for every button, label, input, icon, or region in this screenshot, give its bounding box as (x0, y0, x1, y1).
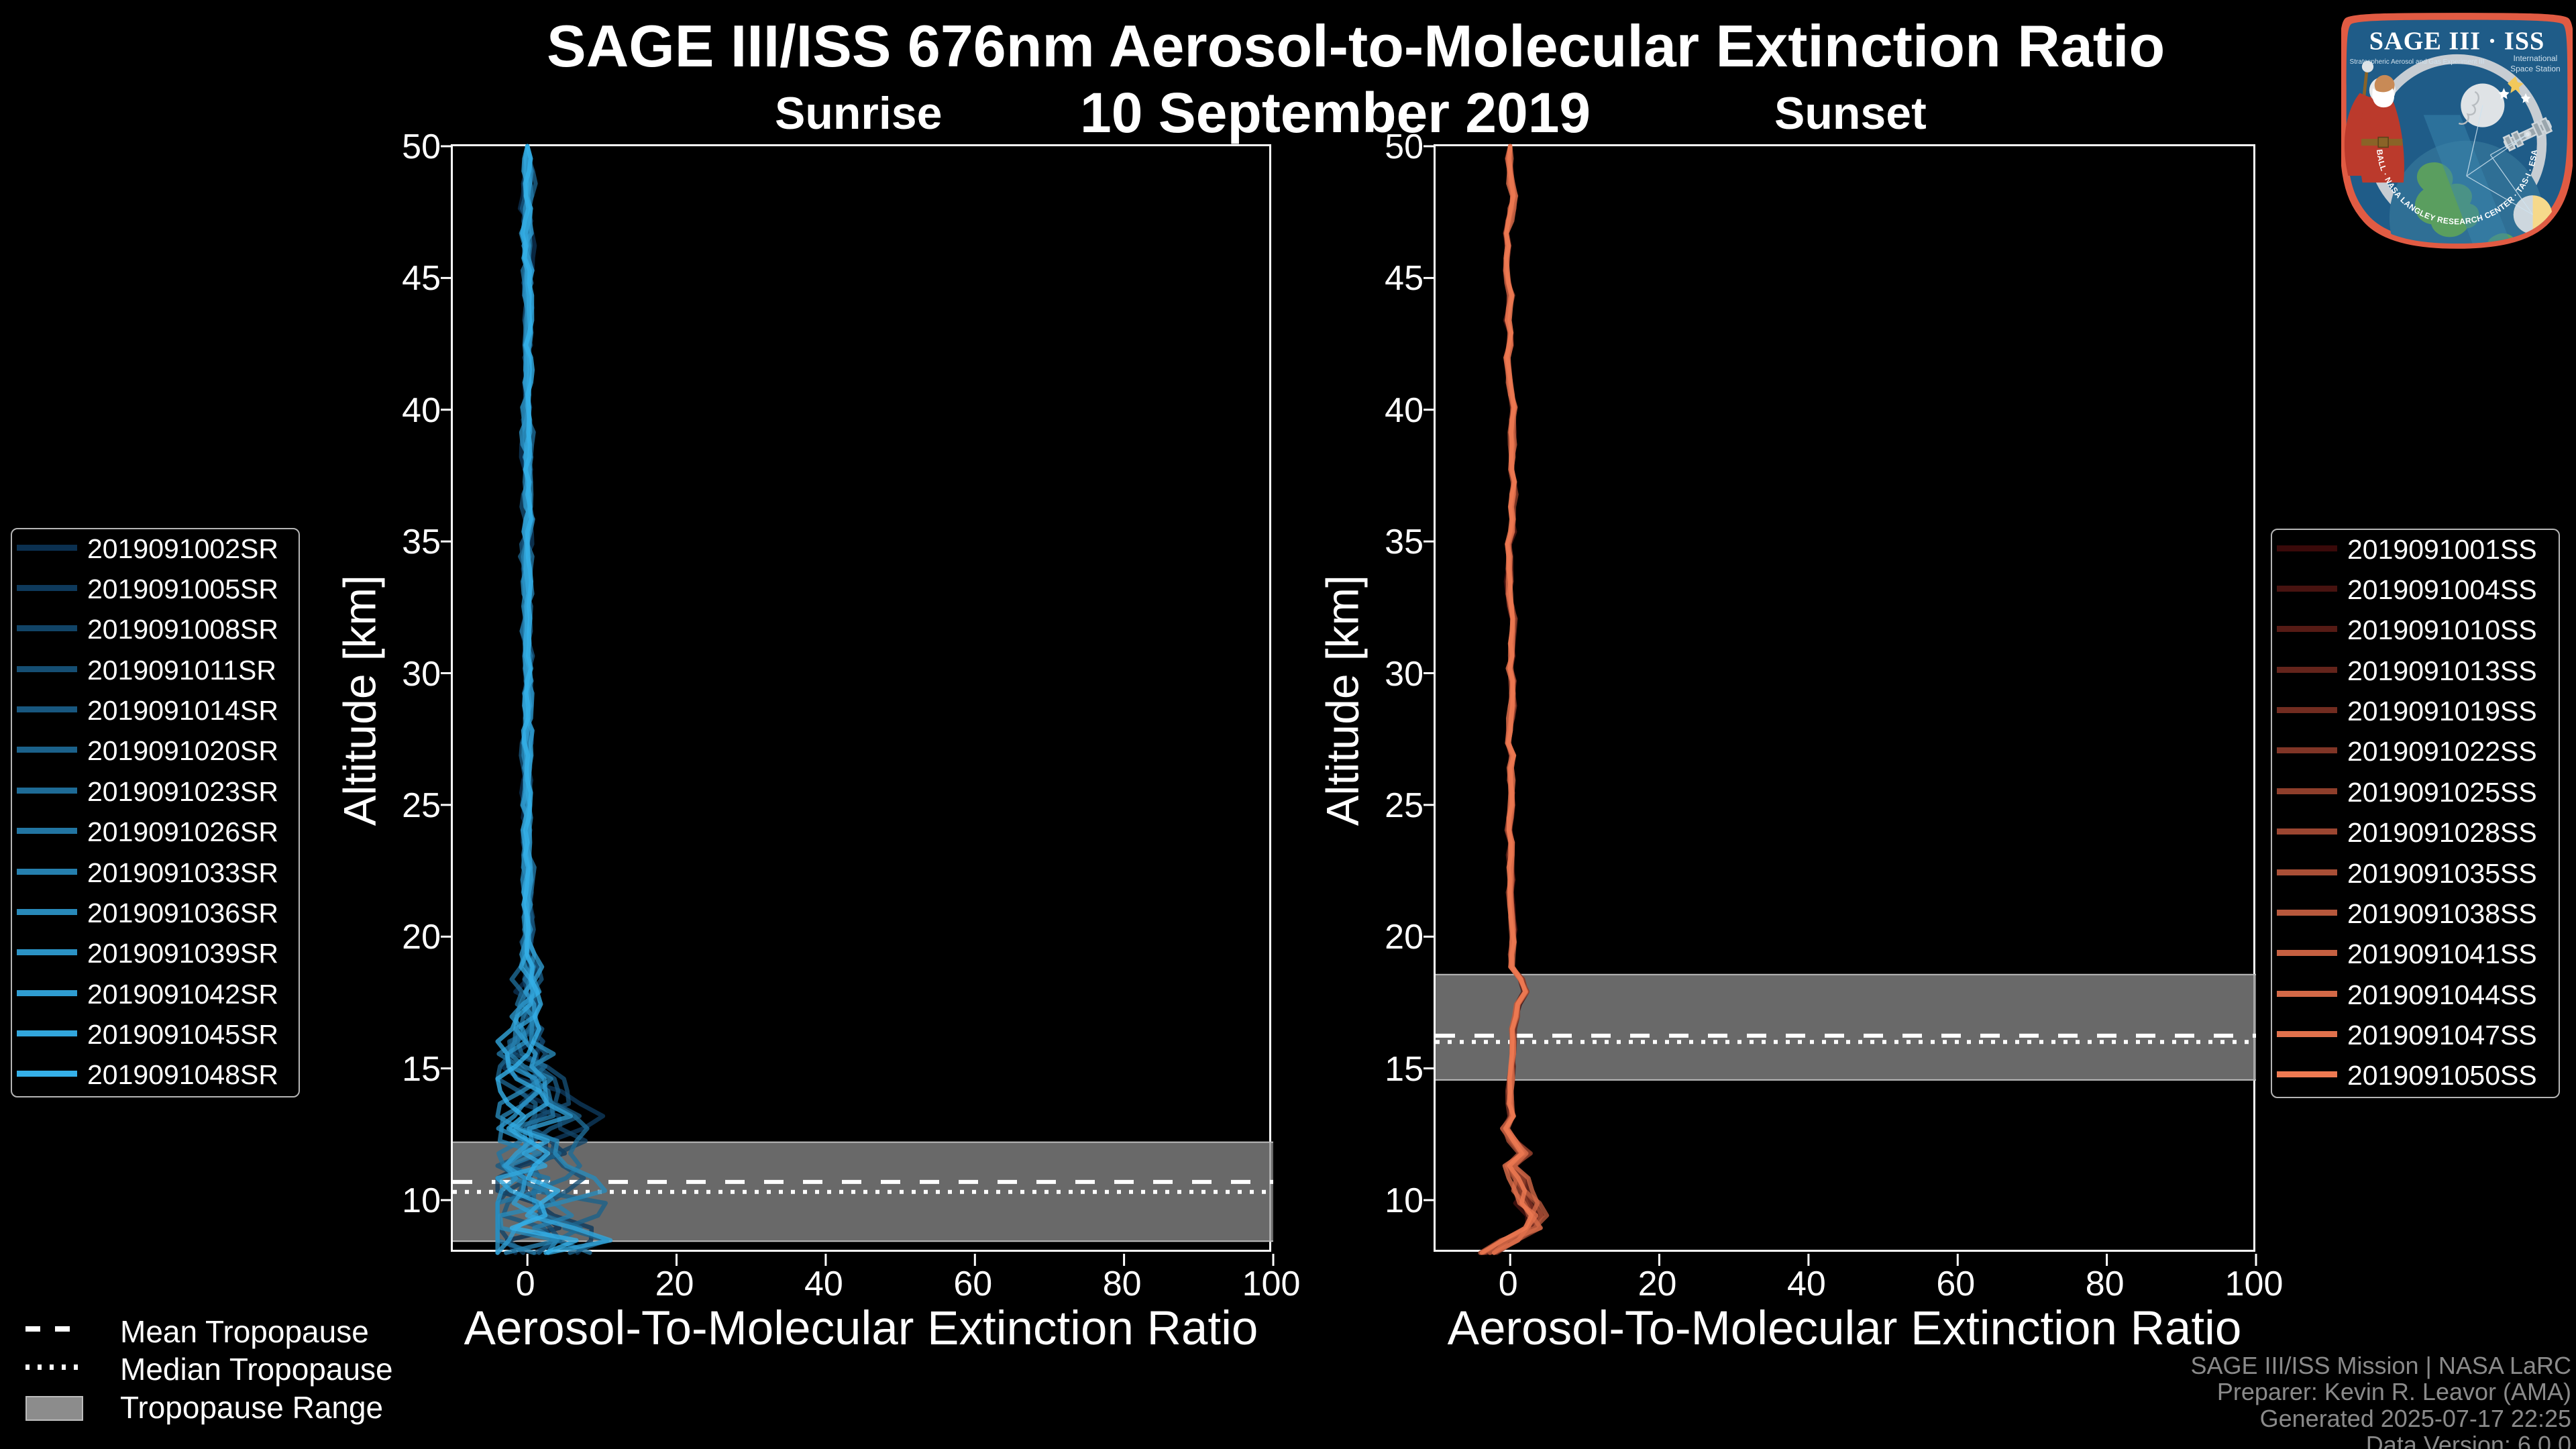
svg-text:Stratospheric Aerosol and Gas: Stratospheric Aerosol and Gas Experiment… (2350, 58, 2485, 66)
svg-text:International: International (2513, 54, 2557, 63)
svg-text:Space Station: Space Station (2510, 64, 2561, 73)
